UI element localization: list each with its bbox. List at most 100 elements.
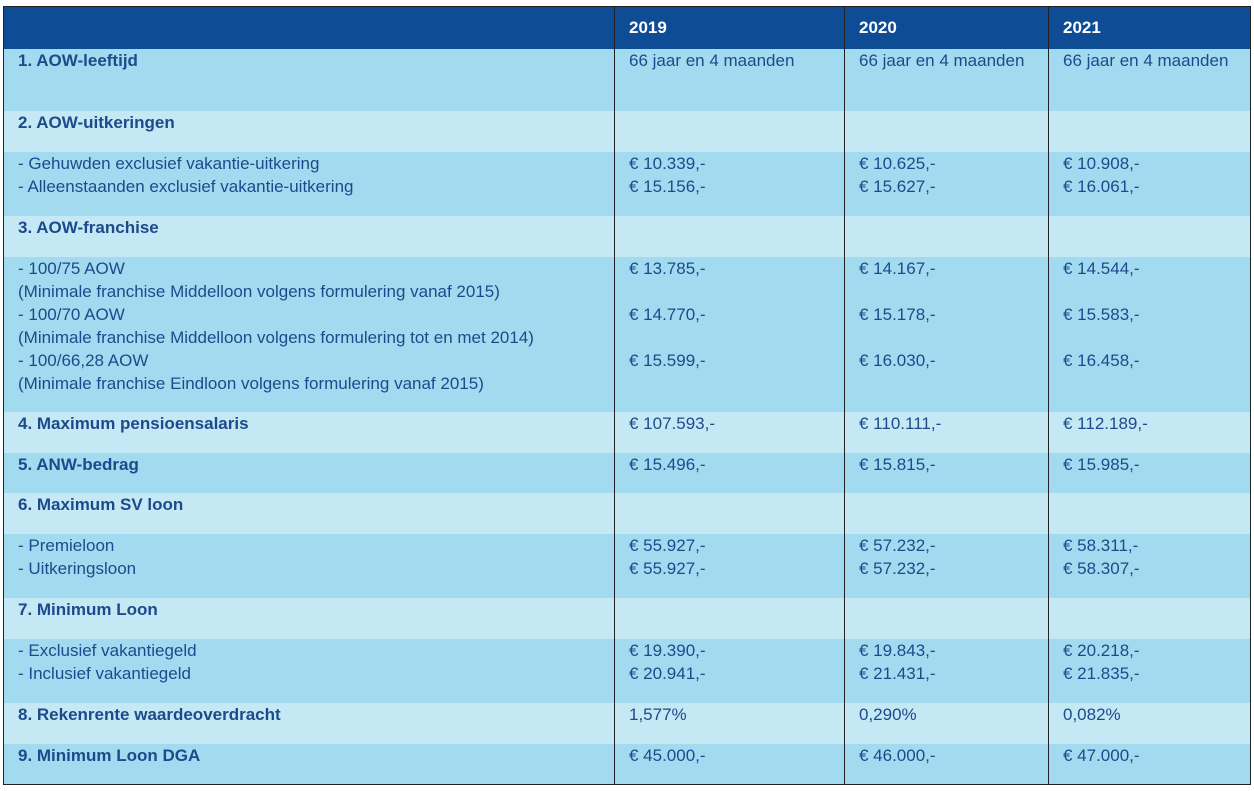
value-2021: € 15.985,- <box>1048 452 1251 493</box>
value-2020: € 57.232,- € 57.232,- <box>844 533 1049 598</box>
value: € 15.627,- <box>859 176 936 196</box>
value-2019: € 55.927,- € 55.927,- <box>614 533 845 598</box>
empty-cell <box>1048 110 1251 152</box>
empty-cell <box>844 110 1049 152</box>
empty-cell <box>614 110 845 152</box>
value: € 14.770,- <box>629 304 706 324</box>
value: € 16.458,- <box>1063 350 1140 370</box>
sublabel: - 100/66,28 AOW <box>18 350 149 370</box>
value-2020: 0,290% <box>844 702 1049 744</box>
row-anw-bedrag: 5. ANW-bedrag € 15.496,- € 15.815,- € 15… <box>3 452 1251 493</box>
value: € 15.583,- <box>1063 304 1140 324</box>
empty-cell <box>844 597 1049 639</box>
value: € 16.061,- <box>1063 176 1140 196</box>
row-aow-uitkeringen-details: - Gehuwden exclusief vakantie-uitkering … <box>3 151 1251 216</box>
section-label: 6. Maximum SV loon <box>3 492 615 534</box>
row-label: 4. Maximum pensioensalaris <box>3 411 615 453</box>
value: € 55.927,- <box>629 535 706 555</box>
value-2021: € 58.311,- € 58.307,- <box>1048 533 1251 598</box>
pension-figures-table: 2019 2020 2021 1. AOW-leeftijd 66 jaar e… <box>3 6 1251 785</box>
sublabel-exclusief: - Exclusief vakantiegeld <box>18 640 197 660</box>
value: € 10.625,- <box>859 153 936 173</box>
value: € 13.785,- <box>629 258 706 278</box>
row-maximum-sv-loon: 6. Maximum SV loon <box>3 492 1251 534</box>
value: € 14.544,- <box>1063 258 1140 278</box>
value: € 19.390,- <box>629 640 706 660</box>
value-2019: 66 jaar en 4 maanden <box>614 48 845 111</box>
value: € 15.156,- <box>629 176 706 196</box>
row-aow-franchise-details: - 100/75 AOW (Minimale franchise Middell… <box>3 256 1251 412</box>
row-maximum-sv-loon-details: - Premieloon - Uitkeringsloon € 55.927,-… <box>3 533 1251 598</box>
value-2019: € 10.339,- € 15.156,- <box>614 151 845 216</box>
value-2021: € 112.189,- <box>1048 411 1251 453</box>
value-2021: € 47.000,- <box>1048 743 1251 785</box>
value-2021: € 20.218,- € 21.835,- <box>1048 638 1251 703</box>
value: € 19.843,- <box>859 640 936 660</box>
empty-cell <box>614 492 845 534</box>
row-label: 5. ANW-bedrag <box>3 452 615 493</box>
sublabel: (Minimale franchise Middelloon volgens f… <box>18 281 500 301</box>
value-2019: € 19.390,- € 20.941,- <box>614 638 845 703</box>
section-label: 2. AOW-uitkeringen <box>3 110 615 152</box>
row-aow-uitkeringen: 2. AOW-uitkeringen <box>3 110 1251 152</box>
value: € 15.178,- <box>859 304 936 324</box>
value-2020: € 46.000,- <box>844 743 1049 785</box>
sublabel-uitkeringsloon: - Uitkeringsloon <box>18 558 137 578</box>
empty-cell <box>614 597 845 639</box>
section-label: 7. Minimum Loon <box>3 597 615 639</box>
empty-cell <box>1048 597 1251 639</box>
empty-cell <box>844 492 1049 534</box>
sublabel-gehuwden: - Gehuwden exclusief vakantie-uitkering <box>18 153 320 173</box>
value-2021: € 10.908,- € 16.061,- <box>1048 151 1251 216</box>
sublabel-alleenstaanden: - Alleenstaanden exclusief vakantie-uitk… <box>18 176 354 196</box>
sublabel: (Minimale franchise Eindloon volgens for… <box>18 373 484 393</box>
row-minimum-loon-dga: 9. Minimum Loon DGA € 45.000,- € 46.000,… <box>3 743 1251 785</box>
value: € 16.030,- <box>859 350 936 370</box>
row-label: 8. Rekenrente waardeoverdracht <box>3 702 615 744</box>
value: € 58.307,- <box>1063 558 1140 578</box>
value-2020: € 19.843,- € 21.431,- <box>844 638 1049 703</box>
value: € 57.232,- <box>859 558 936 578</box>
row-label: 9. Minimum Loon DGA <box>3 743 615 785</box>
value-2021: 0,082% <box>1048 702 1251 744</box>
header-row: 2019 2020 2021 <box>3 6 1251 49</box>
value-2020: 66 jaar en 4 maanden <box>844 48 1049 111</box>
value: € 14.167,- <box>859 258 936 278</box>
value-2019: € 15.496,- <box>614 452 845 493</box>
sublabel: - 100/70 AOW <box>18 304 125 324</box>
sublabel: (Minimale franchise Middelloon volgens f… <box>18 327 534 347</box>
empty-cell <box>1048 492 1251 534</box>
value: € 55.927,- <box>629 558 706 578</box>
header-year-2021: 2021 <box>1048 6 1251 49</box>
value: € 10.339,- <box>629 153 706 173</box>
row-label: - Exclusief vakantiegeld - Inclusief vak… <box>3 638 615 703</box>
value: € 21.835,- <box>1063 663 1140 683</box>
header-label-cell <box>3 6 615 49</box>
sublabel-inclusief: - Inclusief vakantiegeld <box>18 663 191 683</box>
row-minimum-loon: 7. Minimum Loon <box>3 597 1251 639</box>
value-2019: 1,577% <box>614 702 845 744</box>
empty-cell <box>844 215 1049 257</box>
row-maximum-pensioensalaris: 4. Maximum pensioensalaris € 107.593,- €… <box>3 411 1251 453</box>
value: € 20.941,- <box>629 663 706 683</box>
section-label: 3. AOW-franchise <box>3 215 615 257</box>
value: € 10.908,- <box>1063 153 1140 173</box>
value-2020: € 10.625,- € 15.627,- <box>844 151 1049 216</box>
row-label: 1. AOW-leeftijd <box>3 48 615 111</box>
value-2020: € 15.815,- <box>844 452 1049 493</box>
header-year-2019: 2019 <box>614 6 845 49</box>
row-label: - Premieloon - Uitkeringsloon <box>3 533 615 598</box>
value-2021: 66 jaar en 4 maanden <box>1048 48 1251 111</box>
value: € 15.599,- <box>629 350 706 370</box>
value-2021: € 14.544,- € 15.583,- € 16.458,- <box>1048 256 1251 412</box>
row-label: - 100/75 AOW (Minimale franchise Middell… <box>3 256 615 412</box>
empty-cell <box>614 215 845 257</box>
value-2020: € 110.111,- <box>844 411 1049 453</box>
sublabel-premieloon: - Premieloon <box>18 535 115 555</box>
header-year-2020: 2020 <box>844 6 1049 49</box>
empty-cell <box>1048 215 1251 257</box>
value-2019: € 13.785,- € 14.770,- € 15.599,- <box>614 256 845 412</box>
row-minimum-loon-details: - Exclusief vakantiegeld - Inclusief vak… <box>3 638 1251 703</box>
value-2019: € 107.593,- <box>614 411 845 453</box>
row-aow-leeftijd: 1. AOW-leeftijd 66 jaar en 4 maanden 66 … <box>3 48 1251 111</box>
